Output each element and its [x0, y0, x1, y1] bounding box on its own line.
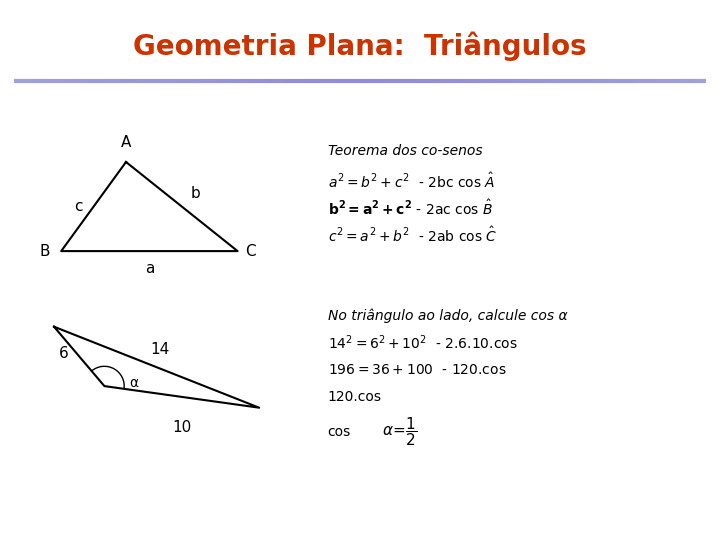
Text: C: C [245, 244, 256, 259]
Text: $196 = 36 + 100\ $ - 120.cos: $196 = 36 + 100\ $ - 120.cos [328, 363, 506, 377]
Text: A: A [121, 135, 131, 150]
Text: b: b [190, 186, 200, 201]
Text: 120.cos: 120.cos [328, 390, 382, 404]
Text: cos: cos [328, 425, 351, 439]
Text: $c^2 = a^2 + b^2\ $ - 2ab cos $\hat{C}$: $c^2 = a^2 + b^2\ $ - 2ab cos $\hat{C}$ [328, 225, 497, 245]
Text: a: a [145, 261, 154, 276]
Text: α: α [130, 376, 139, 390]
Text: c: c [74, 199, 83, 214]
Text: 10: 10 [172, 420, 192, 435]
Text: $a^2 = b^2 + c^2\ $ - 2bc cos $\hat{A}$: $a^2 = b^2 + c^2\ $ - 2bc cos $\hat{A}$ [328, 171, 495, 191]
Text: Geometria Plana:  Triângulos: Geometria Plana: Triângulos [133, 31, 587, 60]
Text: $\alpha\!=\!\dfrac{1}{2}$: $\alpha\!=\!\dfrac{1}{2}$ [382, 416, 417, 448]
Text: $\mathbf{b^2 = a^2 + c^2}$ - 2ac cos $\hat{B}$: $\mathbf{b^2 = a^2 + c^2}$ - 2ac cos $\h… [328, 198, 492, 218]
Text: Teorema dos co-senos: Teorema dos co-senos [328, 144, 482, 158]
Text: $14^2 = 6^2 + 10^2\ $ - 2.6.10.cos: $14^2 = 6^2 + 10^2\ $ - 2.6.10.cos [328, 334, 518, 352]
Text: 14: 14 [150, 342, 170, 357]
Text: No triângulo ao lado, calcule cos α: No triângulo ao lado, calcule cos α [328, 309, 567, 323]
Text: 6: 6 [59, 346, 69, 361]
Text: B: B [40, 244, 50, 259]
